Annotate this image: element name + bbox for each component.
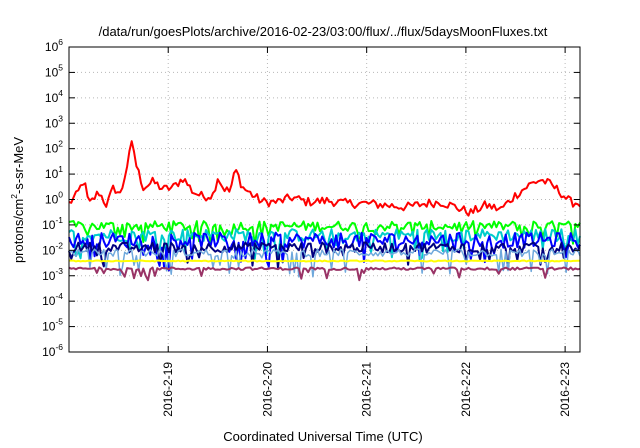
series-line-7	[68, 259, 580, 263]
y-axis-label: protons/cm2-s-sr-MeV	[9, 137, 26, 263]
series-line-5	[68, 241, 581, 271]
x-tick-label: 2016-2-20	[260, 362, 274, 417]
x-tick-label: 2016-2-22	[459, 362, 473, 417]
y-axis-ticks: 10-6 10-5 10-4 10-3 10-2 10-1 100 101 102 103 104 1…	[42, 37, 580, 359]
y-tick-label: 100	[45, 190, 63, 207]
x-tick-label: 2016-2-21	[360, 362, 374, 417]
series-line-2	[68, 220, 581, 246]
y-tick-label: 10-4	[42, 291, 63, 308]
y-tick-label: 105	[45, 62, 63, 79]
y-tick-label: 10-1	[42, 215, 63, 232]
series-line-6	[68, 248, 581, 278]
y-tick-label: 104	[45, 88, 63, 105]
series-line-1	[68, 140, 581, 217]
y-tick-label: 106	[45, 37, 63, 54]
chart-title: /data/run/goesPlots/archive/2016-02-23/0…	[99, 24, 548, 39]
y-tick-label: 103	[45, 113, 63, 130]
x-tick-label: 2016-2-23	[558, 362, 572, 417]
series-line-8	[68, 266, 581, 282]
y-tick-label: 102	[45, 139, 63, 156]
y-tick-label: 101	[45, 164, 63, 181]
y-tick-label: 10-2	[42, 240, 63, 257]
grid-lines	[69, 47, 580, 352]
y-tick-label: 10-3	[42, 266, 63, 283]
data-series	[68, 140, 581, 282]
y-tick-label: 10-5	[42, 317, 63, 334]
x-tick-label: 2016-2-19	[161, 362, 175, 417]
x-axis-ticks: 2016-2-19 2016-2-20 2016-2-21 2016-2-22 2016…	[161, 47, 572, 417]
x-axis-label: Coordinated Universal Time (UTC)	[223, 429, 422, 444]
y-tick-label: 10-6	[42, 342, 63, 359]
